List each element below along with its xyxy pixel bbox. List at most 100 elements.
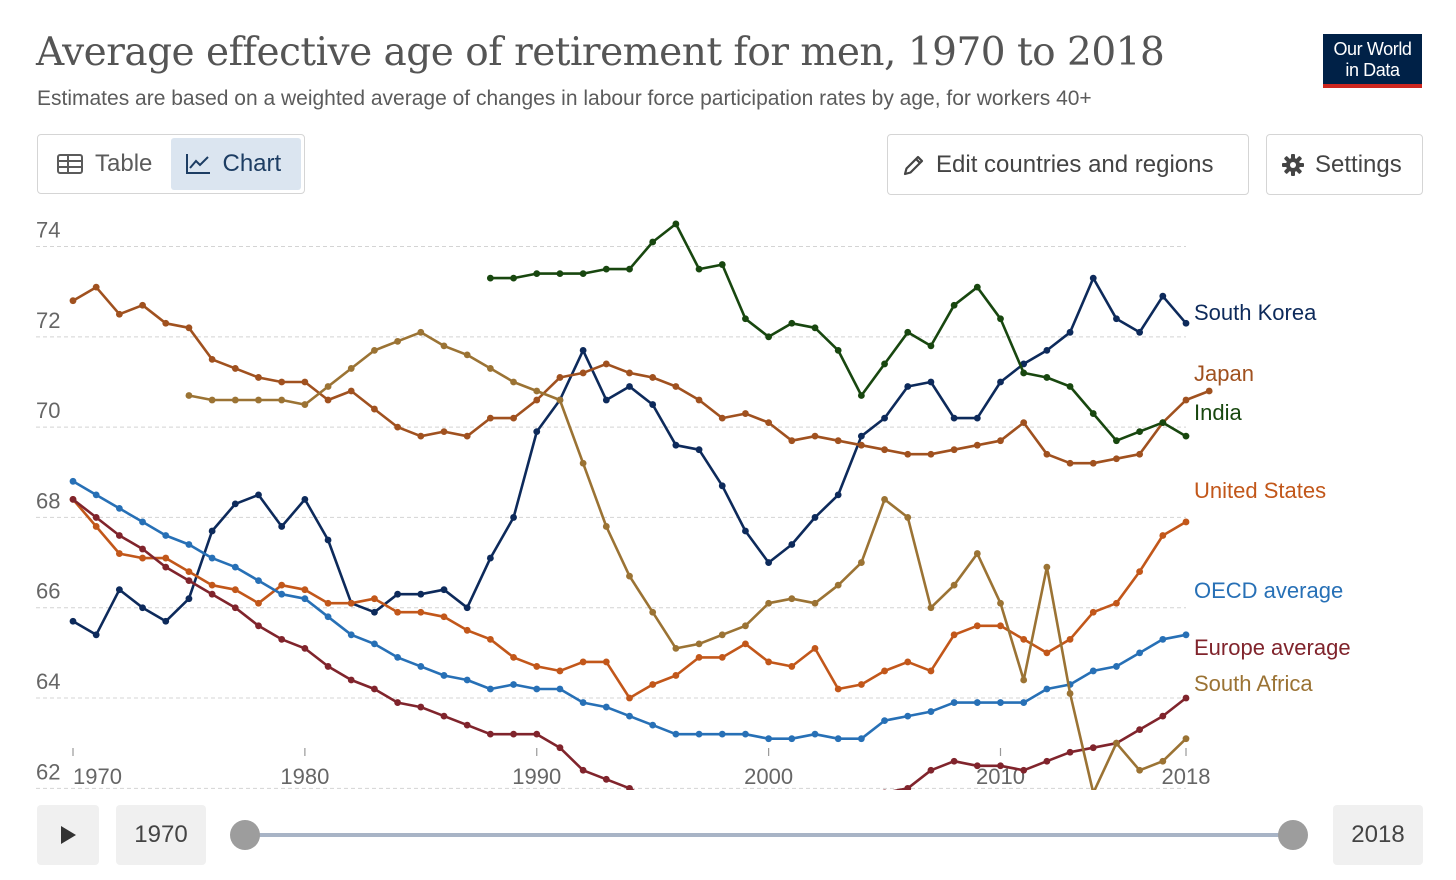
data-point xyxy=(672,644,680,652)
owid-logo[interactable]: Our World in Data xyxy=(1323,34,1422,88)
settings-label: Settings xyxy=(1315,150,1402,178)
timeline-start-handle[interactable] xyxy=(230,820,260,850)
data-point xyxy=(765,333,773,341)
tab-chart[interactable]: Chart xyxy=(170,138,301,190)
data-point xyxy=(463,721,471,729)
data-point xyxy=(301,595,309,603)
data-point xyxy=(834,581,842,589)
y-tick-label: 66 xyxy=(36,579,60,604)
timeline-start-year[interactable]: 1970 xyxy=(116,805,206,865)
data-point xyxy=(742,315,749,323)
data-point xyxy=(579,459,587,467)
data-point xyxy=(997,762,1004,770)
data-point xyxy=(788,541,796,548)
data-point xyxy=(69,297,77,305)
data-point xyxy=(649,721,657,729)
data-point xyxy=(1182,319,1190,327)
data-point xyxy=(1136,766,1144,774)
data-point xyxy=(231,586,239,594)
data-point xyxy=(649,401,657,408)
x-tick-label: 1970 xyxy=(73,764,122,789)
timeline-track[interactable] xyxy=(245,833,1294,837)
data-point xyxy=(834,346,842,354)
data-point xyxy=(695,640,703,648)
data-point xyxy=(788,595,796,603)
data-point xyxy=(765,599,773,607)
data-point xyxy=(1043,374,1051,381)
data-point xyxy=(950,581,958,589)
data-point xyxy=(371,346,378,354)
data-point xyxy=(255,622,262,630)
data-point xyxy=(162,554,170,562)
data-point xyxy=(1066,635,1074,643)
data-point xyxy=(255,491,262,499)
data-point xyxy=(626,694,633,702)
data-point xyxy=(973,441,981,449)
data-point xyxy=(533,387,541,395)
data-point xyxy=(1182,631,1190,639)
tab-table[interactable]: Table xyxy=(41,138,171,190)
data-point xyxy=(185,392,193,399)
data-point xyxy=(1182,735,1190,743)
data-point xyxy=(255,599,262,607)
play-button[interactable] xyxy=(37,805,99,865)
logo-line-1: Our World xyxy=(1333,39,1412,59)
data-point xyxy=(718,414,726,422)
data-point xyxy=(1159,635,1167,643)
timeline-end-year[interactable]: 2018 xyxy=(1333,805,1423,865)
data-point xyxy=(463,432,471,440)
data-point xyxy=(1043,450,1051,458)
data-point xyxy=(626,784,633,790)
series-lines xyxy=(69,220,1213,790)
data-point xyxy=(486,414,494,422)
x-axis: 1970 1980 1990 2000 2010 2018 xyxy=(72,748,1210,789)
chart-title: Average effective age of retirement for … xyxy=(36,30,1165,75)
data-point xyxy=(208,396,216,404)
settings-button[interactable]: Settings xyxy=(1266,134,1423,195)
data-point xyxy=(139,554,146,562)
data-point xyxy=(950,414,958,422)
data-point xyxy=(904,450,912,458)
data-point xyxy=(556,374,564,381)
data-point xyxy=(533,663,541,670)
data-point xyxy=(278,581,286,589)
data-point xyxy=(997,599,1004,607)
data-point xyxy=(139,301,146,309)
data-point xyxy=(510,378,517,386)
data-point xyxy=(718,261,726,268)
series-label: United States xyxy=(1194,478,1326,503)
data-point xyxy=(881,360,888,368)
line-chart-icon xyxy=(185,154,210,174)
data-point xyxy=(881,495,888,503)
data-point xyxy=(533,685,541,693)
x-tick-label: 2000 xyxy=(744,764,793,789)
data-point xyxy=(255,577,262,585)
data-point xyxy=(927,342,935,350)
data-point xyxy=(1159,712,1167,720)
data-point xyxy=(857,432,865,440)
data-point xyxy=(788,319,796,327)
data-point xyxy=(510,730,517,738)
data-point xyxy=(208,581,216,589)
data-point xyxy=(115,505,123,512)
data-point xyxy=(231,500,239,508)
data-point xyxy=(208,590,216,598)
data-point xyxy=(324,599,332,607)
data-point xyxy=(579,270,587,278)
data-point xyxy=(417,328,425,336)
data-point xyxy=(510,274,517,282)
data-point xyxy=(1159,757,1167,765)
data-point xyxy=(672,220,680,228)
data-point xyxy=(533,396,541,404)
data-point xyxy=(1066,690,1074,697)
edit-countries-button[interactable]: Edit countries and regions xyxy=(887,134,1249,195)
data-point xyxy=(417,608,425,616)
data-point xyxy=(857,392,865,399)
data-point xyxy=(185,595,193,603)
data-point xyxy=(602,396,610,404)
data-point xyxy=(394,423,402,431)
data-point xyxy=(1020,676,1028,684)
data-point xyxy=(115,310,123,318)
timeline-end-handle[interactable] xyxy=(1278,820,1308,850)
data-point xyxy=(69,495,77,503)
